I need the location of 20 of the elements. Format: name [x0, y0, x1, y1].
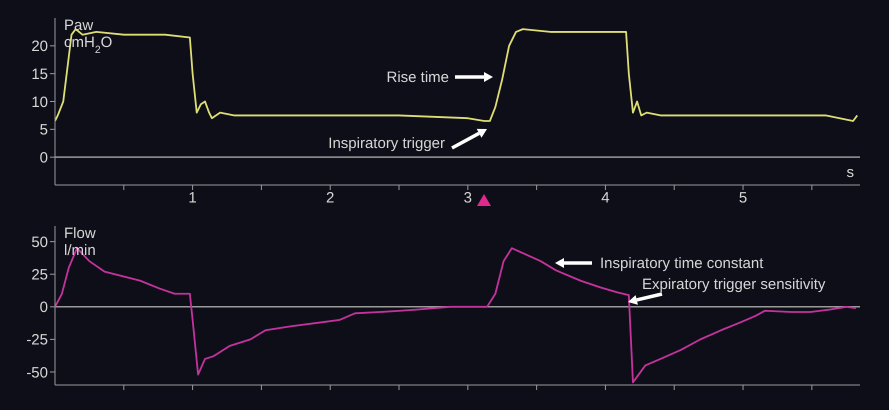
y-tick-label: 20	[31, 38, 48, 56]
y-tick-label: 0	[40, 299, 48, 316]
y-tick-label: 25	[31, 266, 48, 284]
y-tick-label: 15	[31, 66, 48, 83]
x-tick-label: 5	[738, 190, 748, 207]
annotation: Rise time	[386, 69, 449, 86]
x-axis-title: s	[846, 164, 854, 181]
y-tick-label: -25	[26, 332, 48, 349]
y-tick-label: 0	[40, 149, 48, 166]
y-tick-label: 10	[31, 94, 48, 111]
y-tick-label: 50	[31, 234, 48, 251]
x-tick-label: 3	[464, 190, 472, 207]
annotation: Inspiratory trigger	[328, 135, 445, 152]
y-tick-label: 5	[40, 122, 48, 139]
x-tick-label: 4	[601, 190, 610, 207]
x-tick-label: 1	[188, 190, 197, 207]
x-tick-label: 2	[326, 190, 334, 207]
annotation: Inspiratory time constant	[600, 255, 764, 272]
annotation: Expiratory trigger sensitivity	[642, 276, 826, 293]
y-tick-label: -50	[26, 364, 48, 382]
